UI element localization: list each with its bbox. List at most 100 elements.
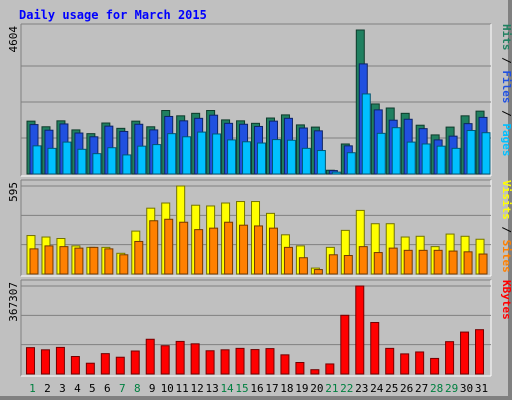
x-tick-label-day-29: 29 xyxy=(445,382,458,395)
bar-pages-day-8 xyxy=(137,145,147,175)
bar-kbytes-day-11 xyxy=(175,340,185,375)
bar-kbytes-day-12 xyxy=(190,343,200,375)
bar-sites-day-4 xyxy=(74,247,84,275)
legend-sites: Sites xyxy=(500,240,512,273)
x-tick-label-day-28: 28 xyxy=(430,382,443,395)
bar-kbytes-day-24 xyxy=(370,321,380,375)
legend-separator: / xyxy=(500,104,512,124)
x-tick-label-day-16: 16 xyxy=(250,382,263,395)
bar-sites-day-21 xyxy=(328,254,338,275)
bar-kbytes-day-6 xyxy=(100,353,110,375)
x-tick-label-day-3: 3 xyxy=(59,382,66,395)
x-tick-label-day-27: 27 xyxy=(415,382,428,395)
bar-kbytes-day-21 xyxy=(325,363,335,375)
bar-kbytes-day-22 xyxy=(340,314,350,375)
x-tick-label-day-10: 10 xyxy=(161,382,174,395)
bar-sites-day-1 xyxy=(29,248,39,275)
bar-pages-day-31 xyxy=(481,132,491,175)
x-tick-label-day-4: 4 xyxy=(74,382,81,395)
bar-kbytes-day-31 xyxy=(475,329,485,375)
bar-sites-day-31 xyxy=(478,253,488,275)
bar-kbytes-day-4 xyxy=(70,356,80,375)
bar-kbytes-day-14 xyxy=(220,349,230,375)
bar-sites-day-23 xyxy=(358,246,368,275)
bar-kbytes-day-30 xyxy=(460,331,470,375)
legend-separator: / xyxy=(500,220,512,240)
x-tick-label-day-5: 5 xyxy=(89,382,96,395)
bar-kbytes-day-23 xyxy=(355,285,365,375)
bar-kbytes-day-5 xyxy=(85,362,95,375)
bar-sites-day-10 xyxy=(164,218,174,275)
x-tick-label-day-6: 6 xyxy=(104,382,111,395)
bar-sites-day-12 xyxy=(194,229,204,275)
bar-pages-day-14 xyxy=(227,139,237,175)
bar-pages-day-24 xyxy=(376,132,386,175)
x-tick-label-day-19: 19 xyxy=(295,382,308,395)
bar-kbytes-day-16 xyxy=(250,349,260,375)
bar-pages-day-6 xyxy=(107,147,117,175)
x-tick-label-day-21: 21 xyxy=(325,382,338,395)
bar-kbytes-day-8 xyxy=(130,350,140,375)
bar-kbytes-day-17 xyxy=(265,348,275,375)
bar-kbytes-day-13 xyxy=(205,350,215,375)
panel-1: 4604 Hits / Files / Pages xyxy=(7,23,512,177)
panel-3: 367307 KBytes xyxy=(7,279,512,377)
bar-kbytes-day-15 xyxy=(235,347,245,375)
bar-kbytes-day-1 xyxy=(25,347,35,375)
bar-sites-day-6 xyxy=(104,248,114,275)
legend-panel-2: Visits / Sites xyxy=(500,180,512,273)
bar-sites-day-15 xyxy=(239,224,249,275)
legend-files: Files xyxy=(500,70,512,103)
bar-sites-day-27 xyxy=(418,249,428,275)
x-tick-label-day-25: 25 xyxy=(385,382,398,395)
x-tick-label-day-8: 8 xyxy=(134,382,141,395)
bar-pages-day-9 xyxy=(152,144,162,175)
bar-kbytes-day-25 xyxy=(385,347,395,375)
bar-sites-day-16 xyxy=(254,225,264,275)
bar-sites-day-8 xyxy=(134,240,144,275)
bar-pages-day-16 xyxy=(257,142,267,175)
bar-pages-day-1 xyxy=(32,145,42,175)
bar-pages-day-13 xyxy=(212,133,222,175)
bar-kbytes-day-29 xyxy=(445,341,455,375)
bar-pages-day-12 xyxy=(197,131,207,175)
bar-kbytes-day-27 xyxy=(415,351,425,375)
bar-sites-day-14 xyxy=(224,221,234,275)
bar-kbytes-day-19 xyxy=(295,362,305,375)
bar-sites-day-19 xyxy=(298,257,308,275)
bar-kbytes-day-9 xyxy=(145,338,155,375)
x-tick-label-day-15: 15 xyxy=(235,382,248,395)
bar-pages-day-18 xyxy=(286,139,296,175)
x-tick-label-day-18: 18 xyxy=(280,382,293,395)
bar-pages-day-29 xyxy=(451,147,461,175)
x-tick-label-day-1: 1 xyxy=(29,382,36,395)
x-tick-label-day-2: 2 xyxy=(44,382,51,395)
x-tick-label-day-13: 13 xyxy=(205,382,218,395)
bar-sites-day-7 xyxy=(119,254,129,275)
bar-sites-day-9 xyxy=(149,220,159,275)
x-tick-label-day-20: 20 xyxy=(310,382,323,395)
bar-pages-day-10 xyxy=(167,133,177,175)
bar-sites-day-22 xyxy=(343,255,353,275)
bar-kbytes-day-26 xyxy=(400,353,410,375)
bar-kbytes-day-2 xyxy=(40,349,50,375)
legend-visits: Visits xyxy=(500,180,512,220)
bar-pages-day-26 xyxy=(406,141,416,175)
x-tick-label-day-9: 9 xyxy=(149,382,156,395)
bar-sites-day-28 xyxy=(433,249,443,275)
bar-pages-day-5 xyxy=(92,153,102,175)
bar-sites-day-2 xyxy=(44,245,54,275)
x-tick-label-day-24: 24 xyxy=(370,382,384,395)
bar-pages-day-25 xyxy=(391,127,401,175)
bar-pages-day-22 xyxy=(346,152,356,175)
bar-pages-day-7 xyxy=(122,154,132,175)
bar-kbytes-day-7 xyxy=(115,356,125,375)
bar-kbytes-day-3 xyxy=(55,346,65,375)
bar-pages-day-11 xyxy=(182,136,192,175)
x-tick-label-day-22: 22 xyxy=(340,382,353,395)
bar-pages-day-27 xyxy=(421,143,431,175)
legend-hits: Hits xyxy=(500,24,512,51)
legend-pages: Pages xyxy=(500,123,512,156)
bar-pages-day-19 xyxy=(301,147,311,175)
